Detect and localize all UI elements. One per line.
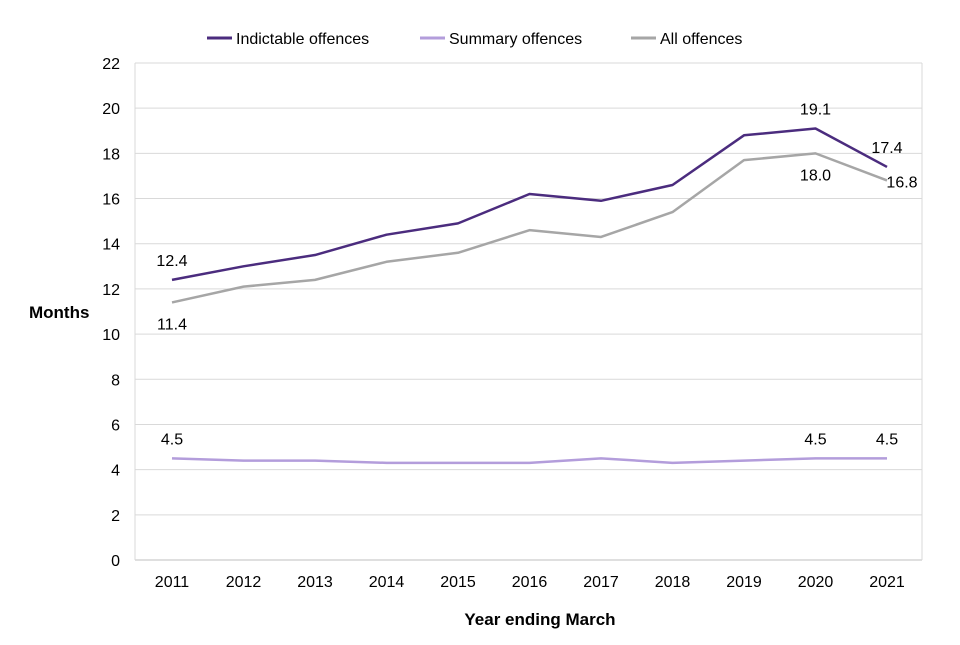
- x-tick-label: 2018: [655, 574, 691, 591]
- x-tick-label: 2016: [512, 574, 548, 591]
- y-tick-label: 0: [111, 553, 120, 570]
- x-tick-label: 2021: [869, 574, 905, 591]
- x-tick-label: 2014: [369, 574, 405, 591]
- x-tick-label: 2019: [726, 574, 762, 591]
- all-offences-data-label: 18.0: [800, 167, 831, 184]
- series-lines: [172, 128, 887, 463]
- indictable-offences-data-label: 17.4: [871, 140, 902, 157]
- x-tick-label: 2013: [297, 574, 333, 591]
- x-tick-label: 2011: [155, 574, 190, 591]
- x-tick-label: 2017: [583, 574, 619, 591]
- x-tick-label: 2020: [798, 574, 834, 591]
- y-tick-label: 6: [111, 417, 120, 434]
- gridlines: [135, 63, 922, 560]
- y-axis-ticks: 0 2 4 6 8 10 12 14 16 18 20 22: [102, 56, 120, 570]
- y-tick-label: 18: [102, 146, 120, 163]
- summary-offences-data-label: 4.5: [804, 431, 826, 448]
- y-tick-label: 22: [102, 56, 120, 73]
- summary-offences-data-label: 4.5: [876, 431, 898, 448]
- indictable-offences-data-label: 19.1: [800, 102, 831, 119]
- x-axis-ticks: 2011 2012 2013 2014 2015 2016 2017 2018 2019 2020…: [155, 574, 905, 591]
- y-tick-label: 16: [102, 192, 120, 209]
- summary-offences-line: [172, 458, 887, 463]
- legend-label: Summary offences: [449, 31, 582, 48]
- y-tick-label: 10: [102, 327, 120, 344]
- all-offences-data-label: 16.8: [886, 174, 917, 191]
- y-tick-label: 2: [111, 508, 120, 525]
- y-axis-label: Months: [29, 303, 89, 322]
- legend: Indictable offences Summary offences All o…: [207, 31, 742, 48]
- y-tick-label: 12: [102, 282, 120, 299]
- all-offences-data-label: 11.4: [157, 316, 187, 333]
- y-tick-label: 8: [111, 372, 120, 389]
- y-tick-label: 14: [102, 237, 120, 254]
- legend-label: Indictable offences: [236, 31, 369, 48]
- all-offences-line: [172, 153, 887, 302]
- x-tick-label: 2012: [226, 574, 262, 591]
- y-tick-label: 4: [111, 463, 120, 480]
- x-tick-label: 2015: [440, 574, 476, 591]
- legend-label: All offences: [660, 31, 742, 48]
- indictable-offences-data-label: 12.4: [156, 253, 187, 270]
- y-tick-label: 20: [102, 101, 120, 118]
- summary-offences-data-label: 4.5: [161, 431, 183, 448]
- x-axis-label: Year ending March: [464, 610, 615, 629]
- indictable-offences-line: [172, 129, 887, 280]
